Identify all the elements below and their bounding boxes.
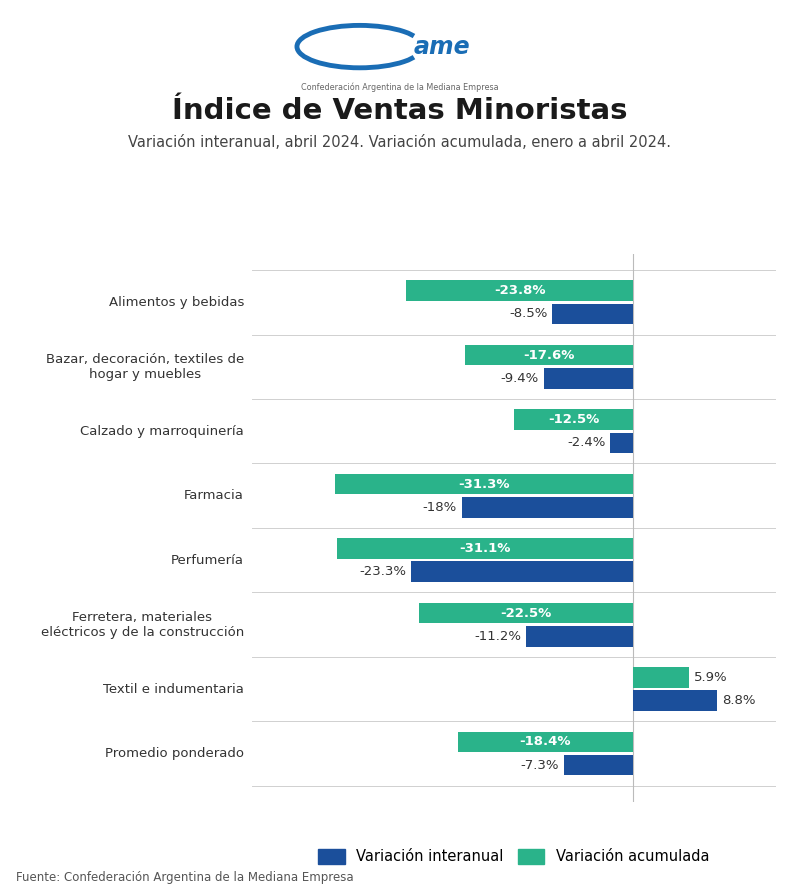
- Text: -31.1%: -31.1%: [459, 542, 510, 555]
- Text: -2.4%: -2.4%: [567, 437, 606, 449]
- Text: -22.5%: -22.5%: [500, 607, 551, 619]
- Bar: [337, 538, 633, 559]
- Text: -17.6%: -17.6%: [523, 348, 575, 362]
- Bar: [633, 667, 690, 688]
- Bar: [633, 691, 717, 711]
- Text: Ferretera, materiales
eléctricos y de la construcción: Ferretera, materiales eléctricos y de la…: [41, 610, 244, 639]
- Text: Promedio ponderado: Promedio ponderado: [105, 747, 244, 760]
- Bar: [411, 561, 633, 582]
- Text: Perfumería: Perfumería: [171, 553, 244, 567]
- Bar: [514, 409, 633, 430]
- Legend: Variación interanual, Variación acumulada: Variación interanual, Variación acumulad…: [311, 841, 717, 871]
- Text: ame: ame: [414, 35, 470, 59]
- Text: 8.8%: 8.8%: [722, 694, 755, 707]
- Text: -23.3%: -23.3%: [359, 565, 406, 578]
- Text: Calzado y marroquinería: Calzado y marroquinería: [80, 425, 244, 437]
- Text: Confederación Argentina de la Mediana Empresa: Confederación Argentina de la Mediana Em…: [301, 83, 499, 93]
- Text: -11.2%: -11.2%: [474, 630, 522, 642]
- Text: -18.4%: -18.4%: [520, 735, 571, 748]
- Text: -8.5%: -8.5%: [509, 307, 547, 321]
- Bar: [552, 304, 633, 324]
- Bar: [526, 625, 633, 647]
- Bar: [418, 602, 633, 624]
- Bar: [610, 432, 633, 454]
- Text: -31.3%: -31.3%: [458, 478, 510, 491]
- Text: -18%: -18%: [422, 501, 457, 514]
- Text: -12.5%: -12.5%: [548, 413, 599, 426]
- Text: -9.4%: -9.4%: [501, 372, 538, 385]
- Text: Índice de Ventas Minoristas: Índice de Ventas Minoristas: [172, 97, 628, 126]
- Text: Bazar, decoración, textiles de
hogar y muebles: Bazar, decoración, textiles de hogar y m…: [46, 353, 244, 380]
- Bar: [543, 368, 633, 388]
- Bar: [462, 497, 633, 518]
- Bar: [458, 732, 633, 752]
- Bar: [335, 474, 633, 495]
- Text: Variación interanual, abril 2024. Variación acumulada, enero a abril 2024.: Variación interanual, abril 2024. Variac…: [129, 135, 671, 150]
- Bar: [563, 755, 633, 775]
- Bar: [406, 281, 633, 301]
- Text: 5.9%: 5.9%: [694, 671, 728, 684]
- Text: Textil e indumentaria: Textil e indumentaria: [103, 683, 244, 696]
- Bar: [466, 345, 633, 365]
- Text: Fuente: Confederación Argentina de la Mediana Empresa: Fuente: Confederación Argentina de la Me…: [16, 871, 354, 884]
- Text: Farmacia: Farmacia: [184, 489, 244, 503]
- Text: Alimentos y bebidas: Alimentos y bebidas: [109, 296, 244, 309]
- Text: -23.8%: -23.8%: [494, 284, 546, 298]
- Text: -7.3%: -7.3%: [520, 758, 558, 772]
